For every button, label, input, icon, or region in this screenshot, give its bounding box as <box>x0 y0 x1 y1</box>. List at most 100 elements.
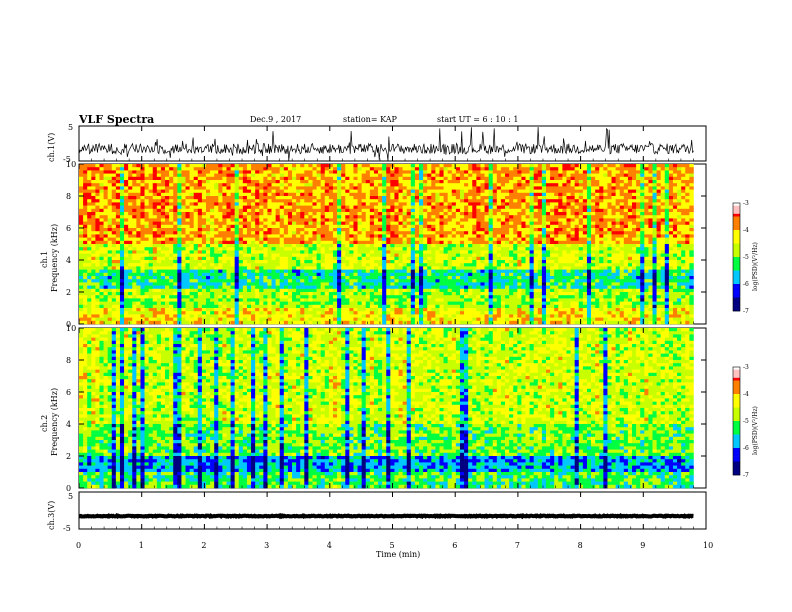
ch1-spectrogram-cell <box>124 205 129 210</box>
ch1-spectrogram-cell <box>652 173 657 178</box>
ch1-spectrogram-cell <box>91 237 96 242</box>
ch1-spectrogram-cell <box>210 266 215 270</box>
ch1-spectrogram-cell <box>373 231 379 235</box>
ch1-spectrogram-cell <box>505 212 510 216</box>
ch1-spectrogram-cell <box>656 180 661 184</box>
ch1-spectrogram-cell <box>611 199 616 203</box>
ch1-spectrogram-cell <box>210 183 215 187</box>
ch1-spectrogram-cell <box>599 253 604 258</box>
ch1-spectrogram-cell <box>591 173 596 178</box>
ch1-spectrogram-cell <box>550 208 555 213</box>
ch1-spectrogram-cell <box>140 218 145 222</box>
ch1-spectrogram-cell <box>558 170 563 174</box>
ch1-spectrogram-cell <box>664 170 670 174</box>
ch1-spectrogram-cell <box>599 224 604 229</box>
ch1-spectrogram-cell <box>435 199 440 203</box>
ch1-spectrogram-cell <box>464 247 469 251</box>
ch1-spectrogram-cell <box>107 218 113 222</box>
ch1-spectrogram-cell <box>386 218 391 222</box>
ch1-spectrogram-cell <box>177 189 182 194</box>
ch1-spectrogram-cell <box>181 256 186 261</box>
ch1-spectrogram-cell <box>595 170 600 174</box>
ch1-spectrogram-cell <box>435 260 440 264</box>
ch1-spectrogram-cell <box>378 212 383 216</box>
ch1-spectrogram-cell <box>394 199 399 203</box>
ch1-spectrogram-cell <box>419 218 424 222</box>
ch1-spectrogram-cell <box>644 266 649 270</box>
ch1-spectrogram-cell <box>160 266 166 270</box>
ch1-spectrogram-cell <box>156 212 162 216</box>
ch1-spectrogram-cell <box>443 263 448 267</box>
ch1-spectrogram-cell <box>193 240 199 245</box>
ch1-spectrogram-cell <box>337 164 342 168</box>
ch1-spectrogram-cell <box>451 218 457 222</box>
ch1-spectrogram-cell <box>455 192 461 197</box>
ch1-spectrogram-cell <box>238 212 244 216</box>
ch1-spectrogram-cell <box>173 269 178 274</box>
ch1-spectrogram-cell <box>558 192 563 197</box>
ch1-spectrogram-cell <box>550 247 555 251</box>
ch1-spectrogram-cell <box>427 240 432 245</box>
ch1-spectrogram-cell <box>312 164 317 168</box>
ch1-spectrogram-cell <box>259 256 264 261</box>
ch1-spectrogram-cell <box>410 189 416 194</box>
ch1-spectrogram-cell <box>111 253 117 258</box>
ch1-spectrogram-cell <box>173 260 178 264</box>
ch1-spectrogram-cell <box>582 237 588 242</box>
ch1-spectrogram-cell <box>251 231 256 235</box>
ch1-spectrogram-cell <box>189 186 194 190</box>
ch1-spectrogram-cell <box>492 218 498 222</box>
ch1-spectrogram-cell <box>472 221 477 226</box>
ch1-spectrogram-cell <box>447 250 453 254</box>
ch1-spectrogram-cell <box>455 183 461 187</box>
ch1-spectrogram-cell <box>124 250 129 254</box>
ch1-spectrogram-cell <box>427 247 432 251</box>
ch1-spectrogram-cell <box>304 176 309 181</box>
ch1-spectrogram-cell <box>554 250 559 254</box>
ch1-spectrogram-cell <box>156 256 162 261</box>
ch1-spectrogram-cell <box>324 196 330 200</box>
ch1-spectrogram-cell <box>509 164 514 168</box>
ch1-spectrogram-cell <box>652 253 657 258</box>
ch1-spectrogram-cell <box>292 218 297 222</box>
ch1-spectrogram-cell <box>632 173 637 178</box>
ch1-spectrogram-cell <box>246 170 252 174</box>
ch1-spectrogram-cell <box>308 176 313 181</box>
ch1-spectrogram-cell <box>398 224 403 229</box>
ch1-spectrogram-cell <box>83 266 88 270</box>
ch1-spectrogram-cell <box>525 215 530 219</box>
ch1-spectrogram-cell <box>447 244 453 248</box>
ch1-spectrogram-cell <box>218 196 223 200</box>
ch1-spectrogram-cell <box>156 240 162 245</box>
ch1-spectrogram-cell <box>304 224 309 229</box>
ch1-spectrogram-cell <box>632 196 637 200</box>
ch1-spectrogram-cell <box>300 180 305 184</box>
ch1-spectrogram-cell <box>378 218 383 222</box>
ch1-spectrogram-cell <box>423 180 428 184</box>
ch1-spectrogram-cell <box>238 215 244 219</box>
ch1-spectrogram-cell <box>533 231 539 235</box>
ch1-spectrogram-cell <box>476 250 481 254</box>
ch1-spectrogram-cell <box>517 196 522 200</box>
ch1-spectrogram-cell <box>152 240 158 245</box>
ch1-spectrogram-cell <box>636 215 641 219</box>
ch1-spectrogram-cell <box>87 189 92 194</box>
ch1-spectrogram-cell <box>189 218 194 222</box>
ch1-spectrogram-cell <box>160 215 166 219</box>
ch1-spectrogram-cell <box>300 192 305 197</box>
ch1-spectrogram-cell <box>656 224 661 229</box>
ch1-spectrogram-cell <box>582 202 588 206</box>
ch1-spectrogram-cell <box>644 173 649 178</box>
ch1-spectrogram-cell <box>210 247 215 251</box>
ch1-spectrogram-cell <box>292 189 297 194</box>
ch1-spectrogram-cell <box>316 205 321 210</box>
ch1-spectrogram-cell <box>509 189 514 194</box>
ch1-spectrogram-cell <box>529 212 534 216</box>
ch1-spectrogram-cell <box>582 212 588 216</box>
ch1-spectrogram-cell <box>656 199 661 203</box>
ch1-spectrogram-cell <box>357 183 362 187</box>
ch1-spectrogram-cell <box>292 250 297 254</box>
ch1-spectrogram-cell <box>668 173 674 178</box>
ch1-spectrogram-cell <box>300 183 305 187</box>
ch1-spectrogram-cell <box>304 247 309 251</box>
